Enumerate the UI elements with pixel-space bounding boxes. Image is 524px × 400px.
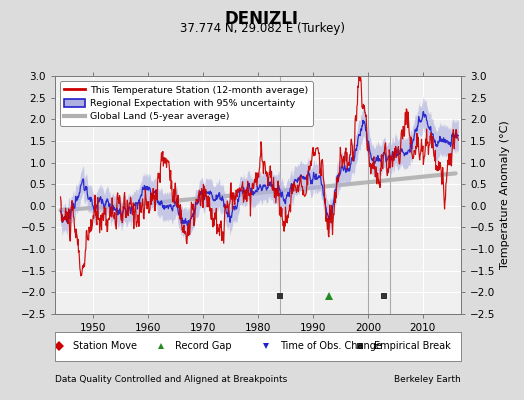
- Text: Time of Obs. Change: Time of Obs. Change: [280, 341, 383, 351]
- Text: Data Quality Controlled and Aligned at Breakpoints: Data Quality Controlled and Aligned at B…: [55, 375, 287, 384]
- Y-axis label: Temperature Anomaly (°C): Temperature Anomaly (°C): [500, 121, 510, 269]
- Text: Station Move: Station Move: [73, 341, 137, 351]
- Text: DENIZLI: DENIZLI: [225, 10, 299, 28]
- Text: Berkeley Earth: Berkeley Earth: [395, 375, 461, 384]
- Text: 37.774 N, 29.082 E (Turkey): 37.774 N, 29.082 E (Turkey): [180, 22, 344, 35]
- Legend: This Temperature Station (12-month average), Regional Expectation with 95% uncer: This Temperature Station (12-month avera…: [60, 81, 313, 126]
- Text: Empirical Break: Empirical Break: [374, 341, 451, 351]
- Text: Record Gap: Record Gap: [175, 341, 232, 351]
